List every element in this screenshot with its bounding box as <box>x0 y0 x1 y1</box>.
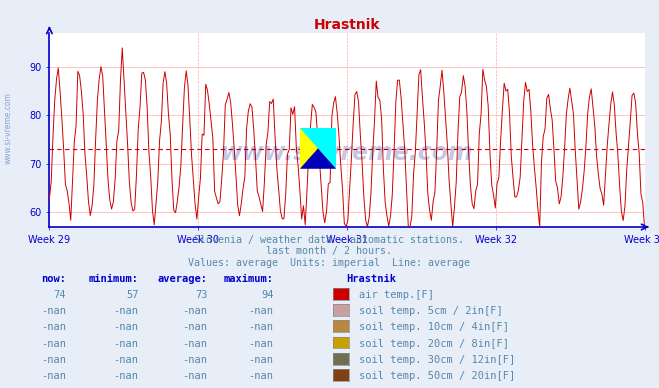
Text: 94: 94 <box>261 290 273 300</box>
Text: -nan: -nan <box>41 339 66 349</box>
Text: air temp.[F]: air temp.[F] <box>359 290 434 300</box>
Text: -nan: -nan <box>248 306 273 316</box>
Text: soil temp. 5cm / 2in[F]: soil temp. 5cm / 2in[F] <box>359 306 503 316</box>
Title: Hrastnik: Hrastnik <box>314 18 380 32</box>
Text: -nan: -nan <box>248 339 273 349</box>
Text: now:: now: <box>41 274 66 284</box>
Text: Hrastnik: Hrastnik <box>346 274 396 284</box>
Text: soil temp. 20cm / 8in[F]: soil temp. 20cm / 8in[F] <box>359 339 509 349</box>
Text: Slovenia / weather data - automatic stations.: Slovenia / weather data - automatic stat… <box>194 235 465 245</box>
Text: www.si-vreme.com: www.si-vreme.com <box>221 141 473 165</box>
Text: -nan: -nan <box>183 355 208 365</box>
Text: -nan: -nan <box>248 371 273 381</box>
Text: -nan: -nan <box>113 339 138 349</box>
Text: maximum:: maximum: <box>223 274 273 284</box>
Text: -nan: -nan <box>183 339 208 349</box>
Text: minimum:: minimum: <box>88 274 138 284</box>
Text: www.si-vreme.com: www.si-vreme.com <box>3 92 13 164</box>
Text: -nan: -nan <box>183 306 208 316</box>
Text: -nan: -nan <box>248 322 273 333</box>
Polygon shape <box>300 128 336 169</box>
Text: last month / 2 hours.: last month / 2 hours. <box>266 246 393 256</box>
Text: -nan: -nan <box>41 322 66 333</box>
Text: -nan: -nan <box>113 355 138 365</box>
Text: -nan: -nan <box>248 355 273 365</box>
Polygon shape <box>300 128 336 169</box>
Text: -nan: -nan <box>41 355 66 365</box>
Text: average:: average: <box>158 274 208 284</box>
Text: -nan: -nan <box>183 322 208 333</box>
Text: -nan: -nan <box>113 306 138 316</box>
Text: -nan: -nan <box>183 371 208 381</box>
Text: 74: 74 <box>53 290 66 300</box>
Text: -nan: -nan <box>113 322 138 333</box>
Text: -nan: -nan <box>41 306 66 316</box>
Polygon shape <box>300 149 336 169</box>
Text: soil temp. 10cm / 4in[F]: soil temp. 10cm / 4in[F] <box>359 322 509 333</box>
Text: Values: average  Units: imperial  Line: average: Values: average Units: imperial Line: av… <box>188 258 471 268</box>
Text: 73: 73 <box>195 290 208 300</box>
Text: -nan: -nan <box>41 371 66 381</box>
Text: 57: 57 <box>126 290 138 300</box>
Text: soil temp. 50cm / 20in[F]: soil temp. 50cm / 20in[F] <box>359 371 515 381</box>
Text: soil temp. 30cm / 12in[F]: soil temp. 30cm / 12in[F] <box>359 355 515 365</box>
Text: -nan: -nan <box>113 371 138 381</box>
